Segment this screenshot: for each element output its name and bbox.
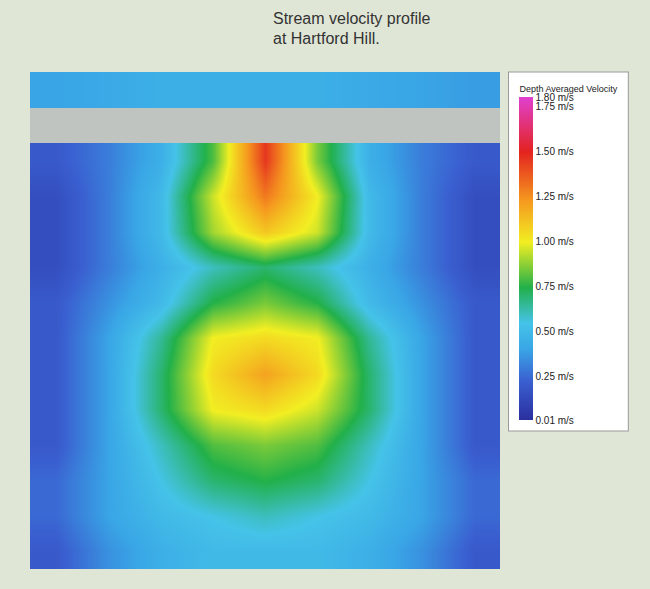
svg-text:1.25 m/s: 1.25 m/s <box>536 191 574 202</box>
svg-text:0.25 m/s: 0.25 m/s <box>536 371 574 382</box>
svg-text:1.50 m/s: 1.50 m/s <box>536 146 574 157</box>
svg-text:0.01 m/s: 0.01 m/s <box>536 415 574 426</box>
svg-text:0.50 m/s: 0.50 m/s <box>536 326 574 337</box>
svg-text:Depth Averaged Velocity: Depth Averaged Velocity <box>519 84 617 94</box>
svg-text:1.00 m/s: 1.00 m/s <box>536 236 574 247</box>
svg-text:Stream velocity profileat Hart: Stream velocity profileat Hartford Hill. <box>273 10 430 48</box>
svg-text:1.80 m/s: 1.80 m/s <box>536 92 574 103</box>
svg-text:1.75 m/s: 1.75 m/s <box>536 101 574 112</box>
svg-text:0.75 m/s: 0.75 m/s <box>536 281 574 292</box>
